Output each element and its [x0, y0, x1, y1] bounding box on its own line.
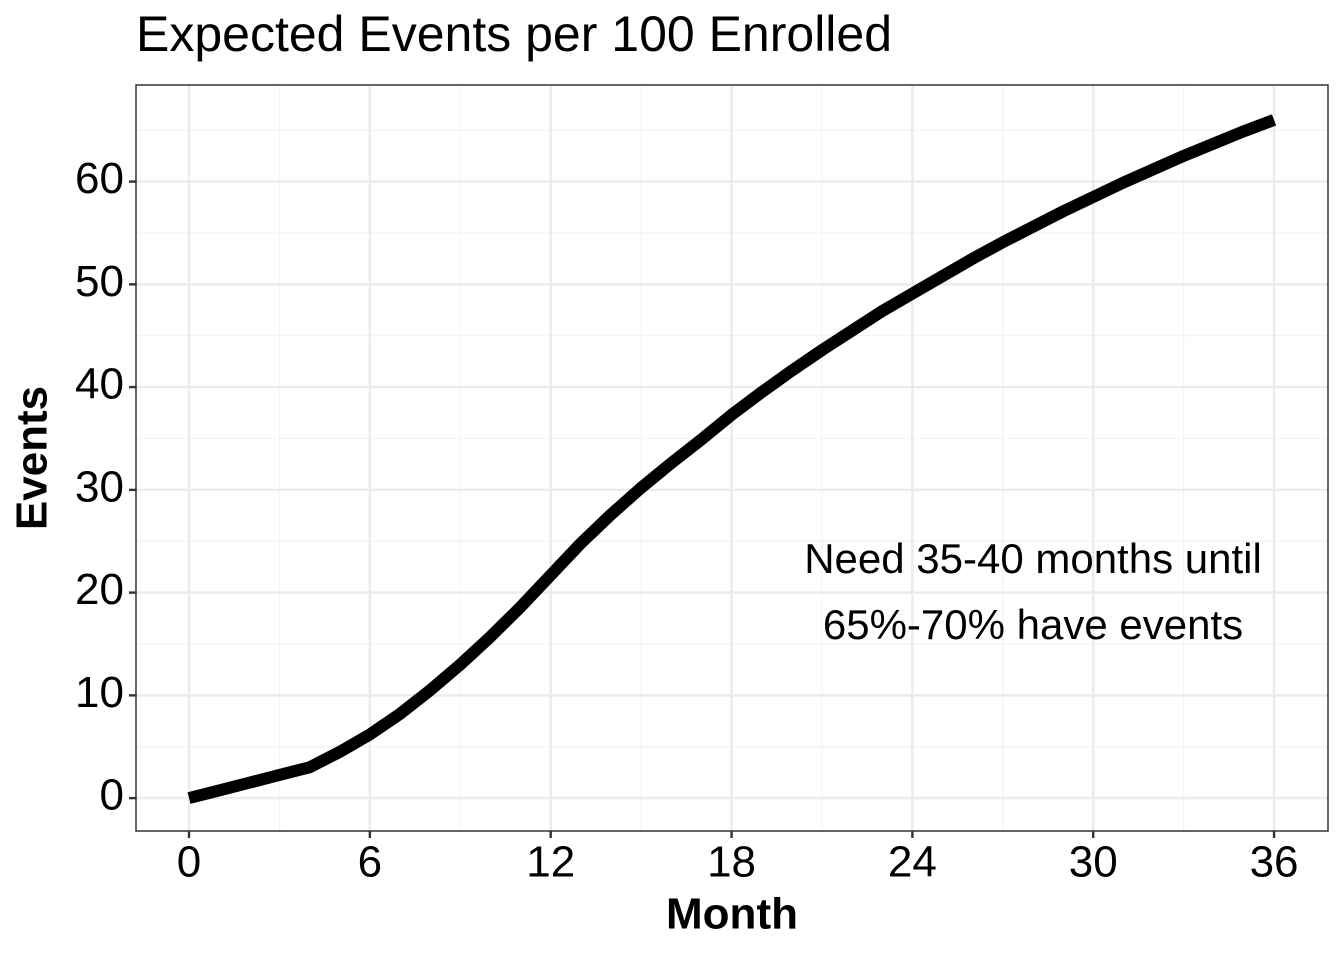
y-tick-label: 10: [75, 668, 124, 717]
x-tick-label: 12: [526, 838, 575, 887]
x-tick-label: 36: [1250, 838, 1299, 887]
y-tick-label: 50: [75, 257, 124, 306]
annotation: Need 35-40 months until: [804, 535, 1262, 582]
y-tick-label: 40: [75, 360, 124, 409]
y-axis-title: Events: [8, 386, 57, 530]
x-tick-label: 18: [707, 838, 756, 887]
y-tick-label: 30: [75, 462, 124, 511]
plot-border: [135, 84, 1329, 832]
x-tick-label: 30: [1069, 838, 1118, 887]
y-tick-label: 0: [100, 771, 124, 820]
x-tick-label: 0: [177, 838, 201, 887]
annotation: 65%-70% have events: [823, 601, 1243, 648]
chart-title: Expected Events per 100 Enrolled: [136, 6, 892, 62]
x-axis-title: Month: [666, 890, 798, 939]
y-tick-label: 60: [75, 154, 124, 203]
y-tick-label: 20: [75, 565, 124, 614]
x-tick-label: 6: [358, 838, 382, 887]
x-tick-label: 24: [888, 838, 937, 887]
line: [187, 114, 1277, 804]
